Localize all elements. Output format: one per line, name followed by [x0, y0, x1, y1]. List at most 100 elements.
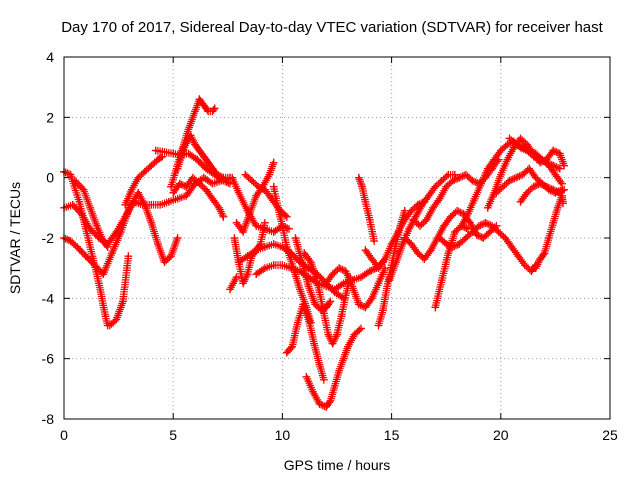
data-point	[269, 228, 278, 236]
data-point	[466, 219, 474, 227]
data-point	[278, 222, 287, 230]
data-point	[315, 288, 324, 297]
data-point	[464, 210, 472, 218]
data-point	[457, 222, 466, 230]
data-point	[435, 234, 444, 242]
data-point	[208, 195, 217, 203]
data-point	[219, 213, 228, 221]
series-track-q	[269, 182, 315, 327]
data-point	[189, 173, 197, 182]
data-point	[337, 312, 346, 321]
data-point	[473, 231, 481, 239]
data-point	[141, 201, 149, 209]
data-point	[358, 182, 366, 191]
series-track-t	[291, 234, 335, 315]
data-point	[169, 149, 177, 158]
data-point	[252, 192, 260, 200]
data-point	[335, 366, 343, 375]
data-point	[99, 237, 108, 245]
data-point	[95, 279, 103, 288]
data-point	[193, 155, 201, 164]
data-point	[328, 339, 337, 348]
data-point	[527, 267, 536, 275]
data-point	[75, 198, 84, 206]
data-point	[381, 264, 389, 272]
data-point	[488, 222, 496, 230]
data-point	[396, 222, 405, 230]
x-tick-label: 15	[384, 427, 400, 443]
data-point	[93, 222, 101, 230]
data-point	[368, 255, 376, 263]
data-point	[431, 182, 440, 191]
data-point	[453, 207, 461, 215]
data-point	[366, 216, 374, 224]
series-track-aj	[516, 179, 568, 206]
data-point	[173, 164, 182, 173]
data-point	[261, 243, 269, 251]
data-point	[328, 270, 337, 278]
data-point	[274, 204, 282, 212]
data-point	[370, 237, 378, 245]
data-point	[68, 201, 77, 209]
data-point	[88, 252, 97, 260]
data-point	[232, 219, 241, 227]
data-point	[320, 309, 328, 318]
data-point	[398, 240, 407, 248]
data-point	[86, 204, 94, 212]
data-point	[414, 249, 422, 257]
data-point	[477, 179, 485, 188]
data-point	[191, 107, 199, 116]
data-point	[291, 234, 300, 242]
data-point	[101, 312, 110, 321]
data-point	[538, 155, 547, 164]
series-track-w	[355, 173, 378, 245]
data-point	[173, 234, 182, 242]
data-point	[549, 146, 557, 155]
series-track-j	[226, 273, 241, 294]
x-tick-label: 10	[275, 427, 291, 443]
series-track-s	[302, 324, 365, 411]
data-point	[333, 330, 341, 339]
data-point	[407, 240, 416, 248]
data-point	[86, 225, 94, 233]
data-point	[195, 146, 204, 155]
chart-title: Day 170 of 2017, Sidereal Day-to-day VTE…	[61, 19, 603, 36]
data-point	[184, 149, 193, 158]
data-point	[208, 164, 217, 173]
data-point	[245, 210, 254, 218]
data-point	[556, 189, 564, 197]
data-point	[536, 255, 544, 263]
y-tick-label: -6	[42, 351, 55, 367]
data-point	[191, 140, 199, 149]
data-point	[348, 282, 357, 291]
data-point	[254, 182, 263, 191]
data-point	[468, 228, 477, 236]
data-point	[481, 219, 490, 227]
data-point	[462, 234, 470, 242]
data-point	[374, 264, 383, 272]
data-point	[326, 397, 335, 405]
data-point	[200, 173, 208, 182]
data-point	[195, 95, 204, 103]
data-point	[322, 403, 330, 411]
data-point	[494, 228, 503, 236]
data-point	[438, 276, 446, 284]
data-point	[160, 258, 169, 266]
data-point	[545, 161, 553, 170]
data-point	[269, 182, 278, 191]
data-point	[299, 300, 307, 309]
data-point	[261, 219, 269, 227]
data-point	[160, 148, 169, 156]
data-point	[344, 342, 352, 351]
data-point	[503, 155, 512, 164]
data-point	[392, 240, 400, 248]
data-point	[492, 189, 501, 197]
data-point	[518, 170, 527, 179]
data-point	[424, 192, 433, 200]
data-point	[525, 146, 533, 155]
data-point	[322, 279, 330, 288]
data-point	[310, 339, 318, 348]
data-point	[243, 270, 252, 278]
series-track-ah	[505, 134, 566, 188]
